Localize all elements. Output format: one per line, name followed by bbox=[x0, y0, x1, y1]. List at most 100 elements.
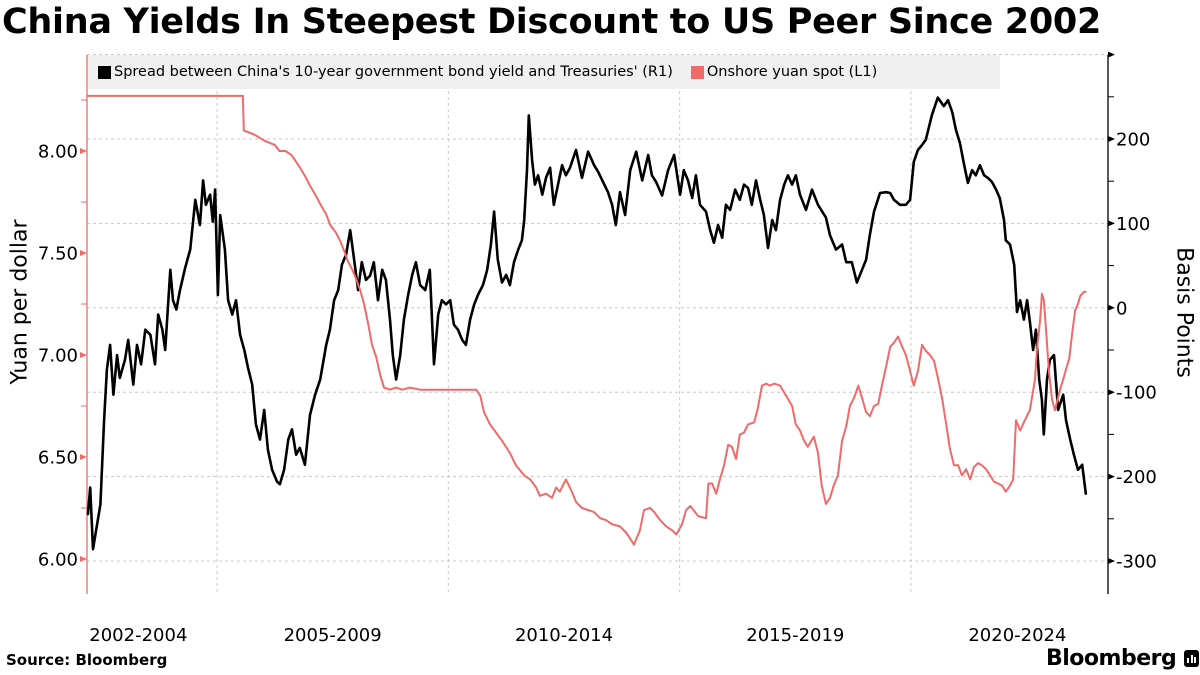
yuan-point bbox=[857, 384, 860, 387]
yuan-point bbox=[993, 480, 995, 483]
yuan-point bbox=[315, 195, 317, 197]
spread-point bbox=[959, 142, 961, 144]
spread-point bbox=[465, 344, 467, 346]
spread-point bbox=[477, 294, 479, 296]
spread-point bbox=[109, 344, 111, 346]
spread-point bbox=[202, 179, 204, 182]
spread-point bbox=[341, 264, 343, 266]
yuan-point bbox=[587, 509, 589, 511]
spread-point bbox=[325, 344, 328, 346]
spread-point bbox=[106, 368, 108, 371]
spread-point bbox=[381, 269, 384, 271]
yuan-point bbox=[705, 517, 707, 519]
yuan-point bbox=[359, 288, 361, 291]
x-axis: 2002-2004 2005-2009 2010-2014 2015-2019 2020… bbox=[89, 625, 1066, 646]
spread-point bbox=[1026, 299, 1028, 302]
spread-point bbox=[304, 464, 306, 466]
yuan-point bbox=[605, 519, 607, 521]
spread-point bbox=[103, 419, 105, 421]
yuan-point bbox=[1029, 409, 1031, 411]
spread-point bbox=[461, 339, 464, 341]
spread-point bbox=[717, 224, 719, 226]
yuan-point bbox=[837, 474, 839, 477]
yuan-point bbox=[985, 468, 987, 471]
yuan-point bbox=[389, 388, 391, 391]
yuan-point bbox=[305, 176, 307, 179]
spread-point bbox=[531, 159, 533, 161]
yuan-point bbox=[711, 482, 713, 485]
spread-point bbox=[1062, 393, 1064, 396]
yuan-point bbox=[769, 384, 771, 387]
spread-point bbox=[635, 150, 637, 153]
spread-point bbox=[523, 219, 525, 221]
spread-point bbox=[947, 99, 949, 101]
spread-point bbox=[885, 191, 887, 193]
spread-point bbox=[482, 284, 484, 286]
spread-point bbox=[505, 274, 508, 276]
yuan-point bbox=[371, 344, 373, 346]
spread-point bbox=[771, 219, 773, 221]
spread-point bbox=[925, 139, 927, 141]
yuan-point bbox=[643, 509, 645, 511]
yuan-point bbox=[263, 140, 266, 142]
yuan-point bbox=[529, 478, 531, 481]
spread-point bbox=[124, 359, 126, 361]
yuan-point bbox=[559, 490, 561, 493]
yuan-point bbox=[832, 484, 835, 487]
spread-point bbox=[493, 210, 495, 213]
spread-point bbox=[395, 378, 397, 381]
yuan-point bbox=[761, 384, 763, 387]
spread-point bbox=[581, 177, 583, 179]
yuan-point bbox=[581, 507, 583, 509]
spread-point bbox=[528, 114, 530, 117]
yuan-point bbox=[739, 433, 741, 436]
legend-item-spread: Spread between China's 10-year governmen… bbox=[98, 64, 673, 80]
spread-point bbox=[231, 313, 234, 316]
spread-point bbox=[295, 453, 297, 456]
spread-point bbox=[424, 289, 427, 291]
spread-point bbox=[865, 258, 867, 261]
spread-point bbox=[283, 469, 285, 471]
yuan-point bbox=[1074, 309, 1076, 311]
yuan-point bbox=[689, 505, 692, 507]
spread-point bbox=[1065, 419, 1067, 421]
yuan-point bbox=[969, 478, 971, 481]
spread-point bbox=[457, 328, 459, 331]
yuan-point bbox=[367, 323, 370, 326]
spread-point bbox=[1043, 433, 1045, 436]
spread-point bbox=[140, 363, 142, 366]
yuan-point bbox=[873, 405, 875, 407]
yuan-point bbox=[539, 495, 541, 497]
yuan-point bbox=[1001, 484, 1003, 487]
spread-point bbox=[486, 269, 489, 271]
yuan-point bbox=[401, 388, 403, 391]
spread-point bbox=[999, 197, 1001, 199]
spread-point bbox=[565, 174, 567, 177]
yuan-point bbox=[242, 95, 244, 97]
yuan-point bbox=[727, 444, 729, 446]
yuan-point bbox=[383, 386, 385, 389]
spread-point bbox=[979, 164, 981, 166]
spread-point bbox=[541, 193, 544, 196]
spread-point bbox=[357, 289, 359, 291]
yuan-point bbox=[86, 95, 88, 97]
spread-point bbox=[389, 318, 391, 321]
spread-point bbox=[217, 294, 219, 296]
yuan-point bbox=[1079, 295, 1082, 297]
yuan-point bbox=[921, 344, 923, 346]
spread-point bbox=[473, 303, 476, 306]
spread-point bbox=[349, 229, 352, 231]
yuan-point bbox=[329, 223, 331, 226]
spread-point bbox=[611, 204, 613, 206]
spread-point bbox=[239, 334, 241, 336]
left-tick-label: 8.00 bbox=[38, 142, 78, 163]
spread-point bbox=[1041, 399, 1043, 401]
spread-point bbox=[739, 199, 741, 201]
yuan-point bbox=[343, 250, 346, 252]
left-major-tick bbox=[80, 148, 87, 154]
spread-point bbox=[1009, 243, 1011, 246]
spread-point bbox=[1081, 464, 1083, 466]
spread-point bbox=[1077, 469, 1079, 471]
yuan-point bbox=[1065, 368, 1067, 371]
yuan-point bbox=[933, 360, 935, 362]
